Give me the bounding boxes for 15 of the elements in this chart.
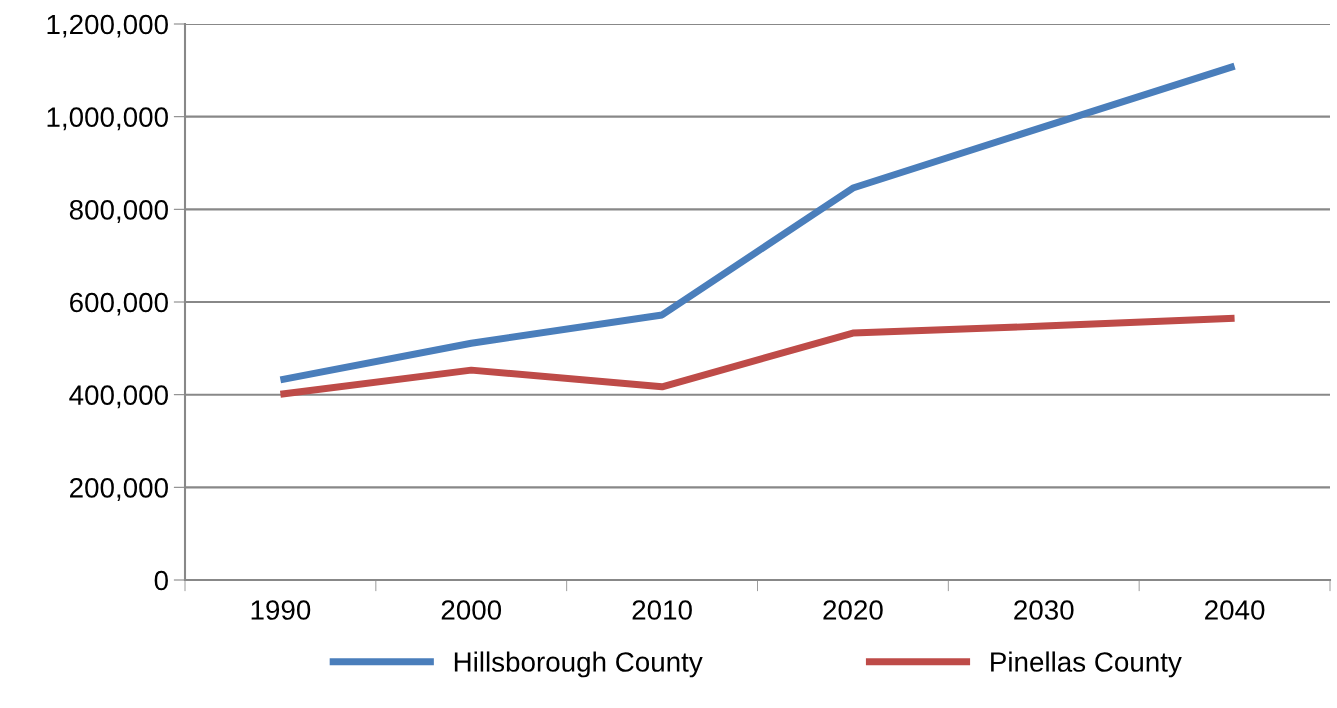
y-tick-label: 1,000,000 <box>47 107 168 131</box>
x-tick-label: 2020 <box>823 600 883 620</box>
x-tick-label: 1990 <box>251 600 311 620</box>
y-tick-label: 1,200,000 <box>47 14 168 38</box>
x-tick-label: 2000 <box>441 600 502 620</box>
y-tick-label: 200,000 <box>70 478 168 501</box>
legend-label: Pinellas County <box>991 651 1182 678</box>
x-tick-label: 2030 <box>1014 600 1074 620</box>
legend-label: Hillsborough County <box>454 651 703 678</box>
y-tick-label: 600,000 <box>70 292 168 316</box>
y-tick-label: 400,000 <box>69 385 168 409</box>
x-tick-label: 2040 <box>1205 600 1265 620</box>
x-tick-label: 2010 <box>632 600 692 620</box>
y-tick-label: 0 <box>154 570 168 591</box>
y-tick-label: 800,000 <box>69 200 168 223</box>
